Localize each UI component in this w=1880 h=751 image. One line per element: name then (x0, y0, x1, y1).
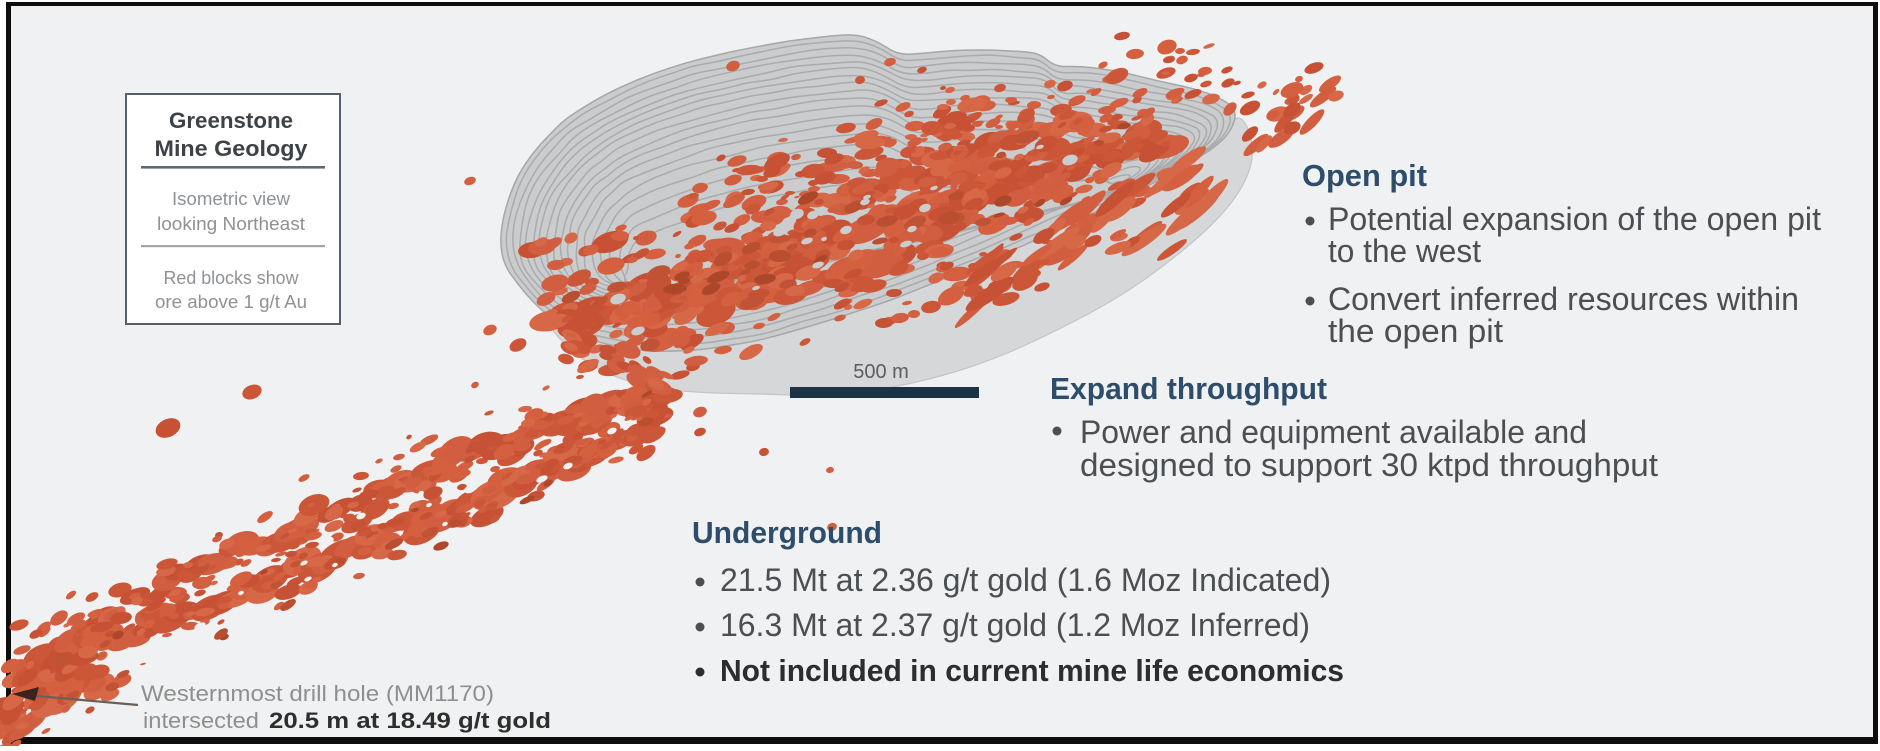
svg-text:Westernmost drill hole (MM1170: Westernmost drill hole (MM1170) (141, 681, 494, 706)
svg-text:to the west: to the west (1328, 233, 1481, 269)
svg-text:Power and equipment available: Power and equipment available and (1080, 414, 1587, 450)
svg-text:20.5 m at 18.49 g/t gold: 20.5 m at 18.49 g/t gold (269, 708, 551, 733)
svg-text:500 m: 500 m (853, 361, 909, 383)
svg-text:looking Northeast: looking Northeast (157, 213, 305, 234)
svg-text:designed to support 30 ktpd th: designed to support 30 ktpd throughput (1080, 447, 1658, 483)
svg-text:Expand throughput: Expand throughput (1050, 371, 1327, 406)
svg-text:Potential expansion of the ope: Potential expansion of the open pit (1328, 201, 1821, 237)
svg-text:16.3 Mt at 2.37 g/t gold (1.2: 16.3 Mt at 2.37 g/t gold (1.2 Moz Inferr… (720, 607, 1310, 643)
svg-text:ore above 1 g/t Au: ore above 1 g/t Au (155, 291, 307, 312)
svg-text:Red blocks show: Red blocks show (164, 267, 300, 288)
svg-text:Open pit: Open pit (1302, 158, 1427, 193)
svg-text:the open pit: the open pit (1328, 313, 1503, 349)
svg-text:Underground: Underground (692, 515, 882, 550)
svg-text:Isometric view: Isometric view (172, 188, 291, 209)
svg-text:intersected: intersected (143, 708, 259, 733)
svg-text:21.5 Mt at 2.36 g/t gold (1.6: 21.5 Mt at 2.36 g/t gold (1.6 Moz Indica… (720, 562, 1331, 598)
svg-text:Not included in current mine l: Not included in current mine life econom… (720, 653, 1344, 688)
svg-text:Greenstone: Greenstone (169, 108, 293, 133)
svg-text:Convert inferred resources wit: Convert inferred resources within (1328, 281, 1799, 317)
svg-text:Mine Geology: Mine Geology (155, 136, 309, 161)
